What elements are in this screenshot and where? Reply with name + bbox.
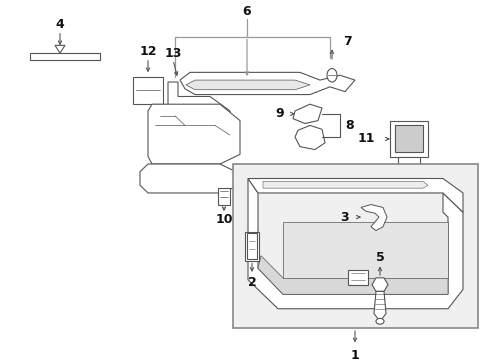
Text: 2: 2 [247, 276, 256, 289]
Text: 7: 7 [342, 35, 351, 48]
Polygon shape [283, 222, 447, 278]
Polygon shape [55, 45, 65, 53]
Polygon shape [258, 256, 447, 294]
Text: 9: 9 [275, 107, 284, 120]
Polygon shape [140, 164, 240, 193]
Text: 3: 3 [340, 211, 348, 224]
Polygon shape [218, 188, 229, 204]
Text: 13: 13 [164, 46, 182, 59]
Text: 12: 12 [139, 45, 157, 58]
Text: 5: 5 [375, 251, 384, 264]
Polygon shape [263, 181, 427, 188]
Polygon shape [371, 278, 387, 291]
Polygon shape [294, 125, 325, 149]
Text: 1: 1 [350, 348, 359, 360]
Polygon shape [185, 80, 309, 90]
Polygon shape [347, 270, 367, 285]
Text: 8: 8 [345, 119, 354, 132]
Polygon shape [360, 204, 386, 231]
Polygon shape [148, 104, 240, 164]
Ellipse shape [326, 68, 336, 82]
Bar [389, 121, 427, 157]
Text: 11: 11 [357, 132, 374, 145]
Bar [232, 164, 477, 328]
Polygon shape [30, 53, 100, 60]
Polygon shape [180, 72, 354, 95]
Bar [394, 125, 422, 152]
Polygon shape [133, 77, 163, 104]
Polygon shape [292, 104, 321, 123]
Polygon shape [244, 231, 259, 261]
Bar [397, 157, 419, 165]
Text: 10: 10 [215, 213, 232, 226]
Polygon shape [152, 82, 229, 159]
Polygon shape [373, 291, 385, 321]
Text: 6: 6 [242, 5, 251, 18]
Polygon shape [247, 179, 462, 212]
Polygon shape [247, 179, 462, 309]
Text: 4: 4 [56, 18, 64, 31]
Ellipse shape [375, 318, 383, 324]
Polygon shape [246, 234, 257, 258]
